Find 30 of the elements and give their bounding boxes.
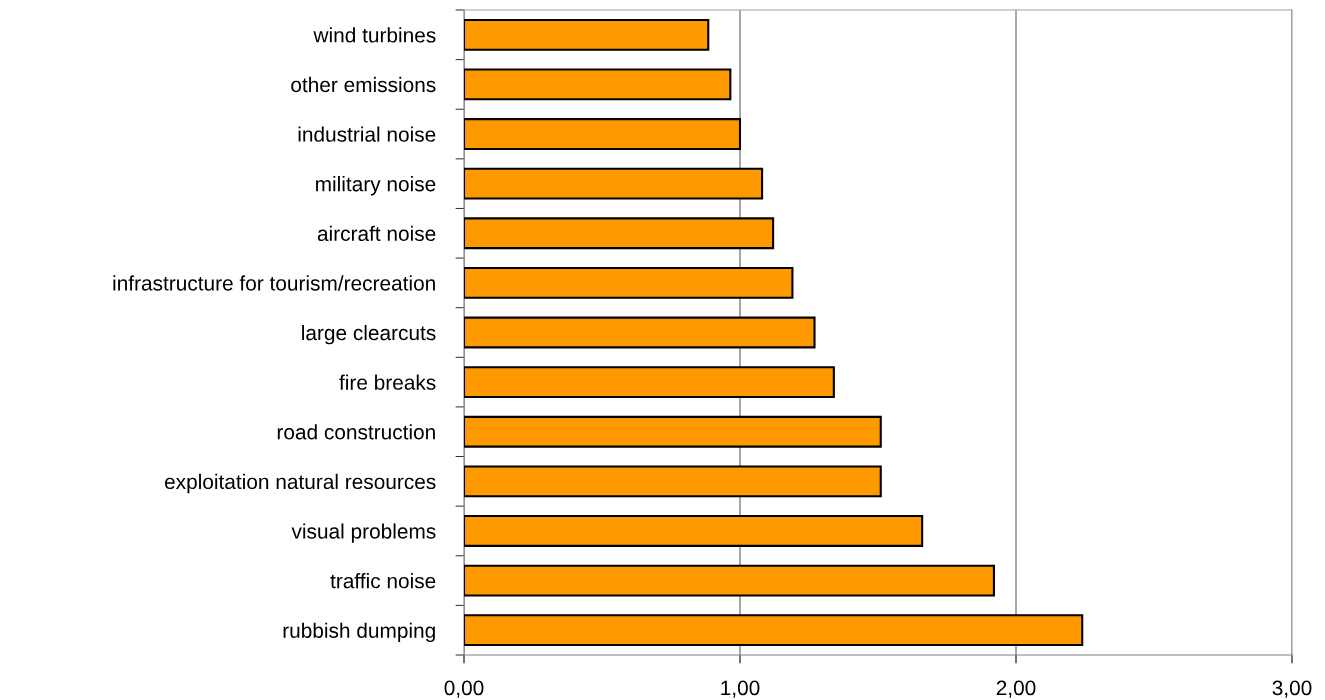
bar <box>464 316 816 349</box>
y-tick-label: traffic noise <box>330 573 436 589</box>
y-tick-label: rubbish dumping <box>283 622 435 643</box>
y-tick-label: fire breaks <box>339 374 436 390</box>
y-tick-label: military noise <box>316 176 436 196</box>
y-tick-label: other emissions <box>291 76 436 93</box>
bar <box>464 564 995 597</box>
bar <box>464 415 882 448</box>
x-tick-label: 1,00 <box>721 680 760 698</box>
bar <box>464 118 742 150</box>
bar <box>464 266 794 299</box>
y-tick-label: industrial noise <box>298 126 436 142</box>
y-tick-label: aircraft noise <box>317 225 436 242</box>
bar <box>464 614 1084 647</box>
x-tick-label: 2,00 <box>996 680 1036 698</box>
bar <box>464 217 775 250</box>
bar <box>464 18 710 51</box>
y-tick-label: visual problems <box>291 523 436 543</box>
y-tick-label: infrastructure for tourism/recreation <box>113 275 435 291</box>
bar <box>464 366 835 399</box>
y-tick-label: exploitation natural resources <box>164 473 436 494</box>
x-tick-label: 0,00 <box>444 680 484 698</box>
bar <box>464 465 882 498</box>
bar <box>464 515 924 547</box>
x-tick-label: 3,00 <box>1272 680 1312 698</box>
y-tick-label: road construction <box>277 424 435 440</box>
y-tick-label: large clearcuts <box>302 324 436 345</box>
y-tick-label: wind turbines <box>313 27 436 43</box>
bar <box>464 167 764 200</box>
bar <box>464 68 732 101</box>
